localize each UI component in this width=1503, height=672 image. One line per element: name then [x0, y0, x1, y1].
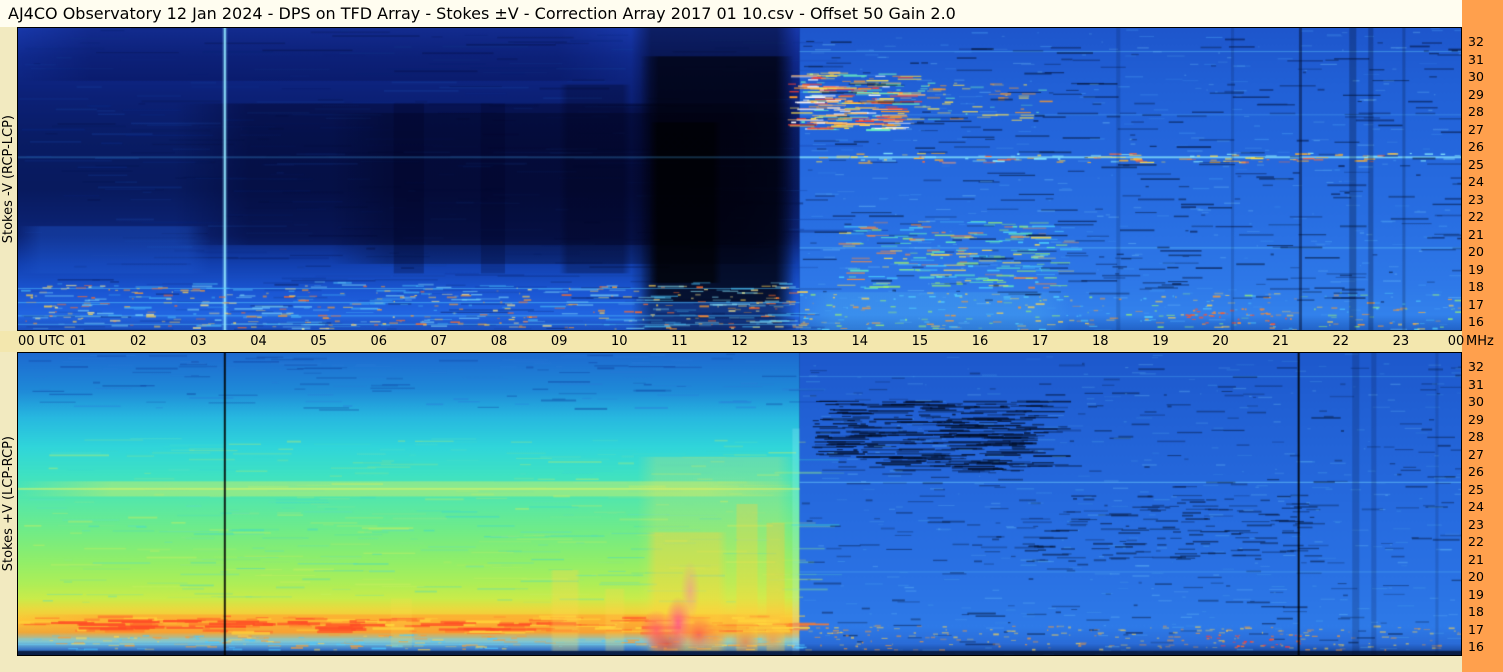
time-tick-label: 00 — [1447, 334, 1465, 349]
time-tick-label: 15 — [911, 334, 929, 349]
time-tick-label: 11 — [671, 334, 688, 349]
freq-tick-label: 31 — [1468, 376, 1484, 392]
freq-tick-label: 23 — [1468, 516, 1484, 532]
time-tick-label: 23 — [1392, 334, 1410, 349]
time-tick-label: 12 — [731, 334, 748, 349]
frequency-axis-bottom: 32 31 30 29 28 27 26 25 24 23 22 21 20 19 18 17 16 — [1462, 352, 1503, 656]
panel-label-top: Stokes -V (RCP-LCP) — [0, 27, 17, 331]
freq-tick-label: 24 — [1468, 174, 1484, 189]
freq-tick-label: 31 — [1468, 51, 1484, 67]
freq-tick-label: 18 — [1468, 604, 1484, 619]
freq-tick-label: 19 — [1468, 586, 1484, 602]
freq-tick-label: 23 — [1468, 191, 1484, 207]
freq-tick-label: 27 — [1468, 121, 1484, 137]
spectrogram-top-frame — [17, 27, 1462, 331]
panel-label-bottom: Stokes +V (LCP-RCP) — [0, 352, 17, 656]
freq-tick-label: 30 — [1468, 394, 1484, 409]
freq-tick-label: 22 — [1468, 209, 1484, 224]
time-tick-label: 20 — [1212, 334, 1229, 349]
freq-tick-label: 21 — [1468, 551, 1484, 567]
freq-tick-label: 29 — [1468, 86, 1484, 102]
freq-tick-label: 20 — [1468, 244, 1484, 259]
freq-tick-label: 25 — [1468, 481, 1484, 497]
time-tick-label: 21 — [1272, 334, 1289, 349]
time-tick-label: 03 — [190, 334, 207, 349]
time-tick-label: 19 — [1152, 334, 1169, 349]
freq-tick-label: 27 — [1468, 446, 1484, 462]
title-bar: AJ4CO Observatory 12 Jan 2024 - DPS on T… — [0, 0, 1462, 27]
time-tick-label: 17 — [1031, 334, 1049, 349]
frequency-axis-top: 32 31 30 29 28 27 26 25 24 23 22 21 20 19 18 17 16 — [1462, 27, 1503, 331]
freq-tick-label: 17 — [1468, 296, 1484, 312]
time-tick-label: 14 — [851, 334, 869, 349]
freq-tick-label: 16 — [1468, 314, 1484, 329]
freq-tick-label: 26 — [1468, 139, 1484, 154]
spectrogram-stokes-minus-v — [18, 28, 1461, 330]
freq-tick-label: 28 — [1468, 104, 1484, 119]
time-tick-label: 18 — [1091, 334, 1109, 349]
freq-tick-label: 19 — [1468, 261, 1484, 277]
time-tick-label: 06 — [370, 334, 388, 349]
panel-label-top-text: Stokes -V (RCP-LCP) — [1, 114, 16, 244]
freq-tick-label: 29 — [1468, 411, 1484, 427]
freq-tick-label: 17 — [1468, 621, 1484, 637]
right-orange-strip — [1462, 0, 1503, 672]
time-tick-label: 01 — [69, 334, 87, 349]
freq-tick-label: 20 — [1468, 569, 1484, 584]
time-tick-label: 22 — [1332, 334, 1350, 349]
freq-tick-label: 21 — [1468, 226, 1484, 242]
time-tick-label: 00 UTC — [18, 334, 65, 349]
freq-tick-label: 24 — [1468, 499, 1484, 514]
time-tick-label: 13 — [791, 334, 808, 349]
freq-tick-label: 30 — [1468, 69, 1484, 84]
freq-tick-label: 25 — [1468, 156, 1484, 172]
freq-tick-label: 32 — [1468, 359, 1484, 374]
spectrogram-stokes-plus-v — [18, 353, 1461, 655]
time-tick-label: 16 — [971, 334, 989, 349]
freq-tick-label: 22 — [1468, 534, 1484, 549]
time-tick-label: 08 — [490, 334, 508, 349]
freq-tick-label: 28 — [1468, 429, 1484, 444]
freq-tick-label: 16 — [1468, 639, 1484, 654]
mhz-unit-label: MHz — [1466, 334, 1494, 349]
time-tick-label: 02 — [129, 334, 147, 349]
time-axis: 00 UTC 01 02 03 04 05 06 07 08 09 10 11 12 13 14 15 16 17… — [0, 331, 1465, 352]
time-tick-label: 05 — [310, 334, 327, 349]
freq-tick-label: 18 — [1468, 279, 1484, 294]
freq-tick-label: 32 — [1468, 34, 1484, 49]
panel-label-bottom-text: Stokes +V (LCP-RCP) — [1, 436, 16, 572]
spectrogram-bottom-frame — [17, 352, 1462, 656]
time-tick-label: 10 — [610, 334, 628, 349]
time-tick-label: 07 — [430, 334, 448, 349]
time-tick-label: 04 — [250, 334, 267, 349]
time-tick-label: 09 — [550, 334, 568, 349]
page-title: AJ4CO Observatory 12 Jan 2024 - DPS on T… — [8, 4, 956, 23]
freq-tick-label: 26 — [1468, 464, 1484, 479]
